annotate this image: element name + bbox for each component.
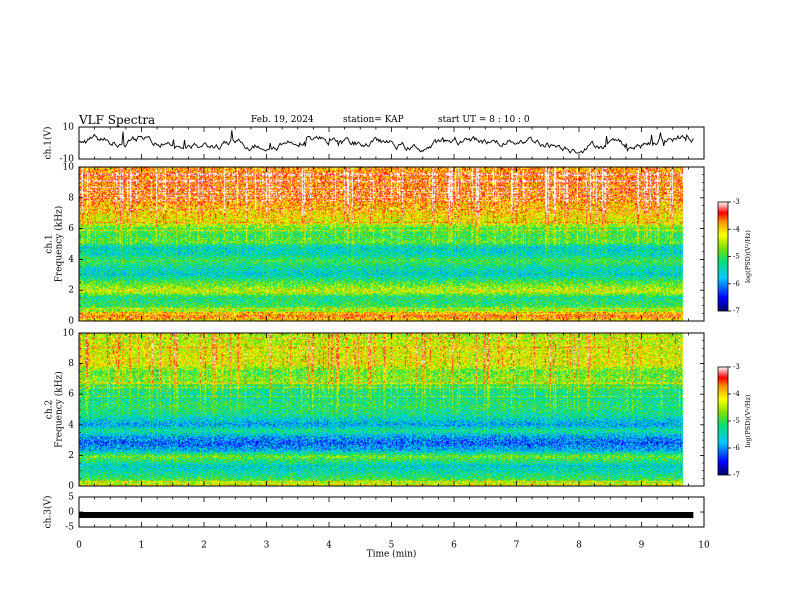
ch2-colorbar-tick-label: -5 [733, 417, 740, 425]
x-tick-label: 0 [76, 541, 82, 551]
x-tick-label: 6 [451, 541, 457, 551]
ch1-spectrogram-image [79, 167, 693, 321]
x-tick-label: 8 [576, 541, 582, 551]
ch1-waveform-line [79, 130, 694, 154]
y-tick-label: -5 [65, 523, 74, 533]
ch1-colorbar-tick-label: -5 [733, 253, 740, 261]
y-tick-label: 4 [68, 420, 74, 430]
ch2-spectrogram-image [79, 333, 693, 486]
y-tick-label: 5 [68, 493, 74, 503]
ch1-colorbar-tick-label: -6 [733, 280, 740, 288]
y-tick-label: 0 [68, 482, 74, 492]
y-tick-label: 8 [68, 359, 74, 369]
x-tick-label: 7 [514, 541, 520, 551]
ch2-colorbar-tick-label: -4 [733, 390, 740, 398]
y-tick-label: 10 [63, 163, 75, 173]
y-tick-label: 10 [63, 329, 75, 339]
station-label: station= KAP [343, 115, 404, 125]
ch2-colorbar-label: log(PSD)(V²/Hz) [744, 394, 752, 447]
panel-frame [78, 332, 705, 487]
x-tick-label: 3 [264, 541, 270, 551]
ch1-colorbar-tick-label: -7 [733, 307, 740, 315]
y-tick-label: 2 [68, 451, 74, 461]
ch1-colorbar-bar [717, 201, 729, 312]
ch2-colorbar-tick-label: -3 [733, 363, 740, 371]
y-tick-label: 10 [63, 123, 75, 133]
y-tick-label: 2 [68, 286, 74, 296]
ch1-colorbar-tick-label: -3 [733, 198, 740, 206]
start-time-label: start UT = 8 : 10 : 0 [438, 115, 530, 125]
y-tick-label: -10 [60, 155, 75, 165]
x-tick-label: 9 [639, 541, 645, 551]
ch1-colorbar-tick-label: -4 [733, 225, 740, 233]
y-axis-label: ch.3(V) [43, 496, 54, 529]
y-axis-label: Frequency (kHz) [54, 206, 65, 283]
y-tick-label: 6 [68, 224, 74, 234]
x-tick-label: 2 [201, 541, 207, 551]
y-tick-label: 6 [68, 390, 74, 400]
y-tick-label: 8 [68, 193, 74, 203]
y-tick-label: 0 [68, 508, 74, 518]
date-label: Feb. 19, 2024 [251, 115, 314, 125]
x-tick-label: 10 [698, 541, 710, 551]
y-axis-label: ch.1 [45, 234, 55, 253]
y-tick-label: 0 [68, 317, 74, 327]
x-tick-label: 5 [389, 541, 395, 551]
y-tick-label: 4 [68, 255, 74, 265]
y-axis-label: ch.1(V) [43, 127, 54, 160]
panel-frame [78, 166, 705, 322]
y-axis-label: ch.2 [45, 400, 55, 419]
x-tick-label: 4 [326, 541, 332, 551]
ch2-colorbar-bar [717, 366, 729, 476]
ch2-colorbar-tick-label: -7 [733, 471, 740, 479]
x-tick-label: 1 [139, 541, 145, 551]
x-axis-label: Time (min) [367, 549, 417, 560]
ch1-colorbar-label: log(PSD)(V²/Hz) [744, 230, 752, 283]
y-axis-label: Frequency (kHz) [54, 371, 65, 448]
chart-title: VLF Spectra [79, 113, 156, 127]
ch2-colorbar-tick-label: -6 [733, 444, 740, 452]
